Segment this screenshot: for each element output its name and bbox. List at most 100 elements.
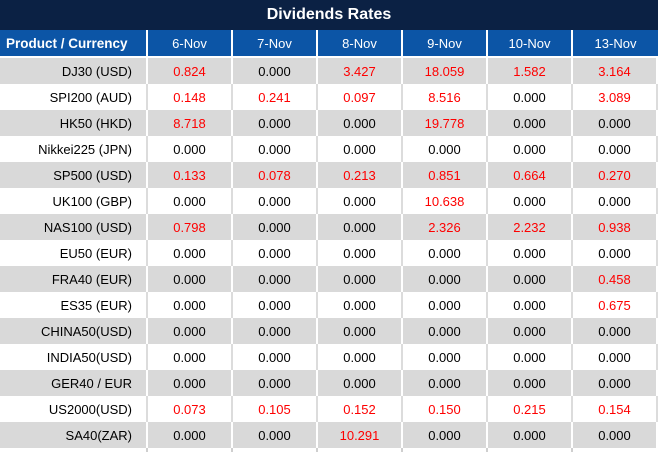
value-cell: 10.291 — [318, 422, 403, 448]
value-cell: 0.000 — [233, 292, 318, 318]
value-cell: 0.000 — [403, 136, 488, 162]
value-cell: 0.000 — [403, 240, 488, 266]
value-cell: 0.000 — [573, 344, 658, 370]
value-cell: 0.000 — [573, 422, 658, 448]
value-cell: 0.000 — [148, 188, 233, 214]
value-cell: 0.000 — [318, 240, 403, 266]
table-row: ES35 (EUR) 0.000 0.000 0.000 0.000 0.000 0.675 — [0, 292, 658, 318]
value-cell: 0.000 — [573, 240, 658, 266]
value-cell: 0.213 — [318, 162, 403, 188]
value-cell: 0.824 — [148, 58, 233, 84]
value-cell: 8.718 — [148, 110, 233, 136]
value-cell: 0.000 — [318, 188, 403, 214]
value-cell: 0.664 — [488, 162, 573, 188]
table-row: HK50 (HKD) 8.718 0.000 0.000 19.778 0.000 0.00… — [0, 110, 658, 136]
value-cell: 0.000 — [403, 292, 488, 318]
table-row: US2000(USD) 0.073 0.105 0.152 0.150 0.215 0.15… — [0, 396, 658, 422]
value-cell: 0.000 — [148, 266, 233, 292]
table-row: NAS100 (USD) 0.798 0.000 0.000 2.326 2.232 0.9… — [0, 214, 658, 240]
value-cell: 18.059 — [403, 58, 488, 84]
partial-cell — [403, 448, 488, 452]
value-cell: 0.000 — [233, 58, 318, 84]
value-cell: 0.000 — [488, 188, 573, 214]
value-cell: 0.000 — [148, 136, 233, 162]
table-row: EU50 (EUR) 0.000 0.000 0.000 0.000 0.000 0.000 — [0, 240, 658, 266]
value-cell: 1.582 — [488, 58, 573, 84]
value-cell: 0.000 — [233, 266, 318, 292]
product-cell: Nikkei225 (JPN) — [0, 136, 148, 162]
value-cell: 0.000 — [318, 136, 403, 162]
value-cell: 0.152 — [318, 396, 403, 422]
value-cell: 0.000 — [233, 214, 318, 240]
value-cell: 0.000 — [318, 318, 403, 344]
header-date-6-nov: 6-Nov — [148, 30, 233, 58]
value-cell: 0.097 — [318, 84, 403, 110]
product-cell: SPI200 (AUD) — [0, 84, 148, 110]
value-cell: 0.000 — [488, 370, 573, 396]
product-cell: NAS100 (USD) — [0, 214, 148, 240]
partial-cell — [233, 448, 318, 452]
value-cell: 0.000 — [148, 318, 233, 344]
product-cell: SA40(ZAR) — [0, 422, 148, 448]
value-cell: 0.000 — [233, 110, 318, 136]
value-cell: 0.000 — [148, 240, 233, 266]
value-cell: 0.798 — [148, 214, 233, 240]
value-cell: 0.000 — [573, 110, 658, 136]
value-cell: 10.638 — [403, 188, 488, 214]
value-cell: 0.078 — [233, 162, 318, 188]
value-cell: 0.000 — [573, 188, 658, 214]
header-date-8-nov: 8-Nov — [318, 30, 403, 58]
value-cell: 0.000 — [318, 214, 403, 240]
header-product-currency: Product / Currency — [0, 30, 148, 58]
value-cell: 0.000 — [488, 84, 573, 110]
product-cell: ES35 (EUR) — [0, 292, 148, 318]
value-cell: 0.000 — [233, 240, 318, 266]
product-cell: HK50 (HKD) — [0, 110, 148, 136]
partial-cell — [488, 448, 573, 452]
value-cell: 0.000 — [233, 344, 318, 370]
table-row: FRA40 (EUR) 0.000 0.000 0.000 0.000 0.000 0.45… — [0, 266, 658, 292]
value-cell: 0.000 — [233, 188, 318, 214]
partial-cell — [148, 448, 233, 452]
value-cell: 0.133 — [148, 162, 233, 188]
value-cell: 0.851 — [403, 162, 488, 188]
value-cell: 0.000 — [488, 266, 573, 292]
value-cell: 2.232 — [488, 214, 573, 240]
header-row: Product / Currency 6-Nov 7-Nov 8-Nov 9-Nov 1… — [0, 30, 658, 58]
value-cell: 8.516 — [403, 84, 488, 110]
value-cell: 0.000 — [573, 318, 658, 344]
value-cell: 0.000 — [488, 318, 573, 344]
product-cell: UK100 (GBP) — [0, 188, 148, 214]
table-row: Nikkei225 (JPN) 0.000 0.000 0.000 0.000 0.000… — [0, 136, 658, 162]
product-cell: FRA40 (EUR) — [0, 266, 148, 292]
product-cell: GER40 / EUR — [0, 370, 148, 396]
value-cell: 0.000 — [573, 370, 658, 396]
partial-cell — [573, 448, 658, 452]
header-date-10-nov: 10-Nov — [488, 30, 573, 58]
value-cell: 0.000 — [403, 318, 488, 344]
value-cell: 0.148 — [148, 84, 233, 110]
value-cell: 0.000 — [233, 136, 318, 162]
value-cell: 0.000 — [488, 136, 573, 162]
value-cell: 0.000 — [148, 370, 233, 396]
value-cell: 0.000 — [233, 318, 318, 344]
table-row: SPI200 (AUD) 0.148 0.241 0.097 8.516 0.000 3.0… — [0, 84, 658, 110]
value-cell: 3.089 — [573, 84, 658, 110]
value-cell: 0.241 — [233, 84, 318, 110]
value-cell: 0.000 — [148, 422, 233, 448]
value-cell: 0.000 — [573, 136, 658, 162]
value-cell: 0.000 — [233, 422, 318, 448]
value-cell: 0.938 — [573, 214, 658, 240]
value-cell: 0.000 — [488, 292, 573, 318]
value-cell: 0.675 — [573, 292, 658, 318]
value-cell: 0.458 — [573, 266, 658, 292]
table-row: DJ30 (USD) 0.824 0.000 3.427 18.059 1.582 3.16… — [0, 58, 658, 84]
value-cell: 0.154 — [573, 396, 658, 422]
table-title-text: Dividends Rates — [266, 6, 392, 23]
value-cell: 0.000 — [148, 344, 233, 370]
value-cell: 0.000 — [488, 110, 573, 136]
value-cell: 0.000 — [488, 422, 573, 448]
partial-cell — [0, 448, 148, 452]
table-row: GER40 / EUR 0.000 0.000 0.000 0.000 0.000 0.00… — [0, 370, 658, 396]
